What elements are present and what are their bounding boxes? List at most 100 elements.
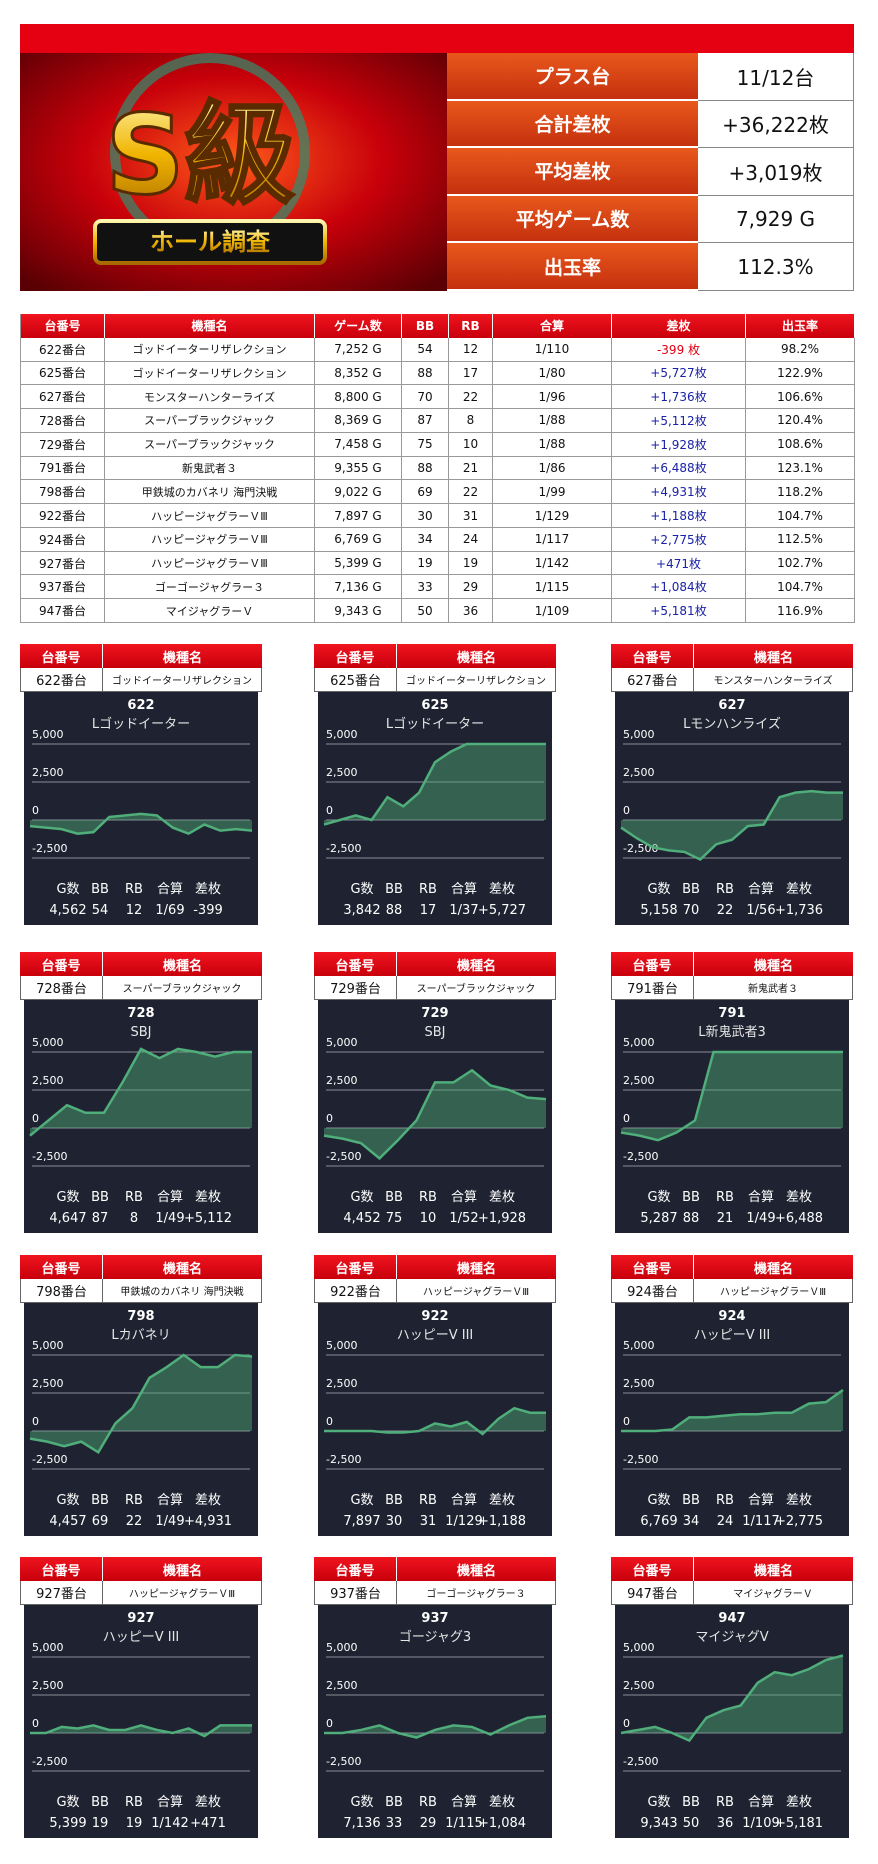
area-fill <box>621 1052 843 1141</box>
stats-header: 差枚 <box>195 1795 221 1810</box>
stats-header: 合算 <box>157 1493 183 1508</box>
stats-header: BB <box>91 1493 109 1508</box>
chart-subtitle: マイジャグV <box>695 1630 768 1645</box>
stats-header: 合算 <box>748 1795 774 1810</box>
stats-header: 合算 <box>157 1190 183 1205</box>
stats-header: G数 <box>647 1190 670 1205</box>
chart-subtitle: L新鬼武者3 <box>698 1024 766 1040</box>
stats-header: G数 <box>350 1493 373 1508</box>
table-cell: スーパーブラックジャック <box>105 432 315 457</box>
stats-header: 合算 <box>748 1493 774 1508</box>
table-cell: 36 <box>449 599 493 623</box>
stats-value: +6,488 <box>775 1211 823 1226</box>
table-cell: 31 <box>449 504 493 528</box>
stats-value: 22 <box>717 903 734 918</box>
stats-header: BB <box>682 882 700 897</box>
stats-value: 21 <box>717 1211 734 1226</box>
table-cell: 98.2% <box>746 337 855 362</box>
summary-value: 112.3% <box>698 243 854 291</box>
stats-value: 34 <box>683 1514 700 1529</box>
table-cell: 19 <box>402 551 449 576</box>
chart-title: 625 <box>421 698 448 713</box>
table-cell: 69 <box>402 480 449 505</box>
panel-number: 937番台 <box>314 1581 397 1605</box>
table-cell: 9,355 G <box>315 456 402 481</box>
panel-header-machine: 機種名 <box>694 644 853 668</box>
table-cell: ゴッドイーターリザレクション <box>105 361 315 386</box>
chart-subtitle: SBJ <box>130 1025 151 1040</box>
table-cell: 122.9% <box>746 361 855 386</box>
table-cell: 1/115 <box>493 575 612 600</box>
y-tick-label: 5,000 <box>32 1036 64 1049</box>
stats-header: BB <box>385 882 403 897</box>
table-cell: 10 <box>449 432 493 457</box>
stats-header: RB <box>419 1493 437 1508</box>
panel-header-number: 台番号 <box>611 1557 694 1581</box>
stats-header: G数 <box>350 1795 373 1810</box>
y-tick-label: 2,500 <box>623 1074 655 1087</box>
table-cell: 924番台 <box>21 527 105 552</box>
chart: 924 ハッピーV III 5,000 2,500 0 -2,500 G数 BB RB 合算 差枚 6… <box>615 1303 849 1536</box>
stats-header: 合算 <box>451 1493 477 1508</box>
panel-number: 729番台 <box>314 976 397 1000</box>
y-tick-label: 5,000 <box>326 1641 358 1654</box>
chart-title: 627 <box>718 698 745 713</box>
panel-header-machine: 機種名 <box>397 1255 556 1279</box>
table-cell: 22 <box>449 480 493 505</box>
chart-background <box>615 1303 849 1536</box>
stats-value: 1/142 <box>151 1816 188 1831</box>
table-cell: 1/129 <box>493 504 612 528</box>
table-header: 台番号 <box>21 314 105 338</box>
chart-title: 937 <box>421 1611 448 1626</box>
table-cell: +6,488枚 <box>612 456 746 481</box>
panel-header-machine: 機種名 <box>103 1255 262 1279</box>
y-tick-label: 5,000 <box>32 1641 64 1654</box>
chart-title: 728 <box>127 1006 154 1021</box>
stats-value: 1/115 <box>445 1816 482 1831</box>
table-cell: 108.6% <box>746 432 855 457</box>
stats-value: 33 <box>386 1816 403 1831</box>
stats-header: G数 <box>350 1190 373 1205</box>
stats-value: 8 <box>130 1211 138 1226</box>
y-tick-label: -2,500 <box>623 1150 658 1163</box>
stats-value: 31 <box>420 1514 437 1529</box>
chart: 728 SBJ 5,000 2,500 0 -2,500 G数 BB RB 合算 差枚 4,647 87… <box>24 1000 258 1233</box>
panel-header-number: 台番号 <box>314 1255 397 1279</box>
stats-header: RB <box>419 1190 437 1205</box>
area-line <box>30 1724 252 1738</box>
summary-label: プラス台 <box>447 53 698 101</box>
area-line <box>620 789 843 862</box>
stats-value: -399 <box>193 903 223 918</box>
stats-value: 87 <box>92 1211 109 1226</box>
table-cell: 1/86 <box>493 456 612 481</box>
table-header: RB <box>449 314 493 338</box>
summary-label: 合計差枚 <box>447 100 698 149</box>
table-cell: 1/88 <box>493 432 612 457</box>
chart: 791 L新鬼武者3 5,000 2,500 0 -2,500 G数 BB RB 合算 差枚 5,28… <box>615 1000 849 1233</box>
table-cell: 791番台 <box>21 456 105 481</box>
chart: 922 ハッピーV III 5,000 2,500 0 -2,500 G数 BB RB 合算 差枚 7… <box>318 1303 552 1536</box>
table-cell: 947番台 <box>21 599 105 623</box>
stats-header: G数 <box>350 882 373 897</box>
stats-value: 1/49 <box>155 1514 184 1529</box>
machine-panel: 台番号 機種名 791番台 新鬼武者３ 791 L新鬼武者3 5,000 2,500 0 -2,5… <box>611 952 853 1234</box>
panel-header-number: 台番号 <box>314 1557 397 1581</box>
table-cell: ハッピージャグラーＶⅢ <box>105 551 315 576</box>
area-fill <box>30 1355 252 1453</box>
y-tick-label: -2,500 <box>326 842 361 855</box>
chart-subtitle: Lゴッドイーター <box>92 716 190 732</box>
panel-header-number: 台番号 <box>20 952 103 976</box>
table-cell: 1/80 <box>493 361 612 386</box>
table-cell: 116.9% <box>746 599 855 623</box>
table-cell: 1/117 <box>493 527 612 552</box>
stats-header: G数 <box>647 1795 670 1810</box>
y-tick-label: 0 <box>326 1717 333 1730</box>
stats-value: 1/52 <box>449 1211 478 1226</box>
stats-value: 88 <box>386 903 403 918</box>
stats-header: RB <box>125 1795 143 1810</box>
table-cell: 19 <box>449 551 493 576</box>
table-cell: 927番台 <box>21 551 105 576</box>
chart-background <box>318 692 552 925</box>
y-tick-label: 5,000 <box>326 1339 358 1352</box>
panel-header-number: 台番号 <box>20 644 103 668</box>
